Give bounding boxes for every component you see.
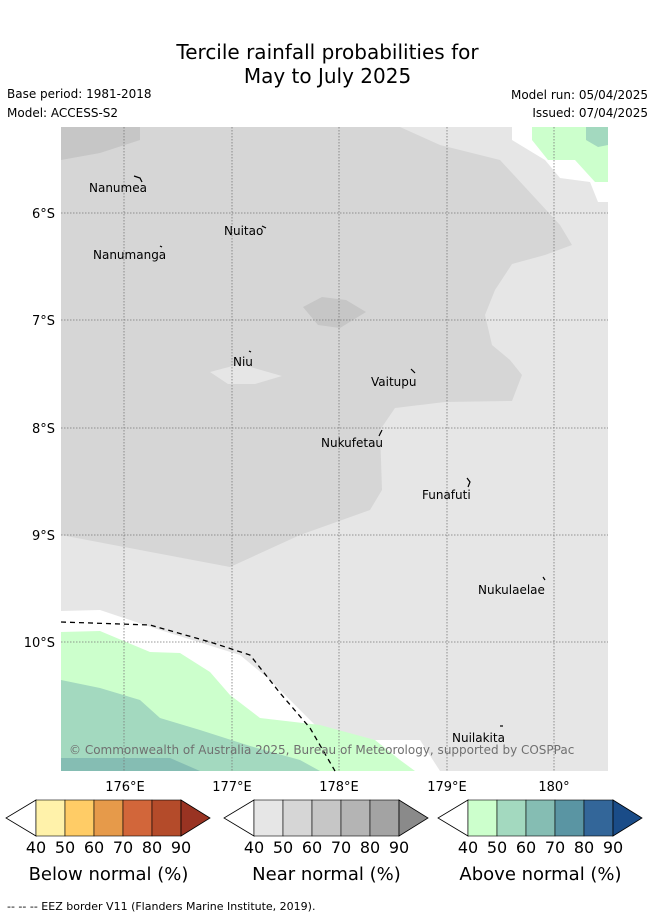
- colorbar-tick-label: 50: [55, 838, 75, 857]
- copyright-notice: © Commonwealth of Australia 2025, Bureau…: [69, 743, 574, 757]
- longitude-labels: 176°E 177°E 178°E 179°E 180°: [105, 780, 569, 795]
- colorbar-tick-label: 40: [26, 838, 46, 857]
- nanumanga-outline: [159, 245, 163, 248]
- vaitupu-outline: [410, 368, 416, 374]
- nuitao-outline: [261, 225, 267, 229]
- colorbar-tick-label: 80: [360, 838, 380, 857]
- colorbar-under-extension: [437, 799, 469, 837]
- island-shapes: [133, 175, 546, 727]
- colorbar-tick-label: 60: [302, 838, 322, 857]
- colorbar-tick-label: 80: [142, 838, 162, 857]
- colorbar-segment: [64, 799, 95, 837]
- colorbar-segment: [340, 799, 371, 837]
- colorbar-tick-label: 70: [331, 838, 351, 857]
- title-line-1: Tercile rainfall probabilities for: [176, 40, 479, 64]
- colorbar-under-extension: [223, 799, 255, 837]
- label-nukulaelae: Nukulaelae: [478, 583, 545, 597]
- niu-outline: [248, 350, 252, 353]
- label-nanumea: Nanumea: [89, 181, 147, 195]
- latitude-labels: 6°S 7°S 8°S 9°S 10°S: [24, 207, 55, 651]
- colorbar-segment: [151, 799, 182, 837]
- nanumea-outline: [133, 175, 143, 183]
- eez-border: [60, 621, 336, 772]
- colorbar-tick-label: 50: [487, 838, 507, 857]
- label-nuilakita: Nuilakita: [452, 731, 505, 745]
- near-normal-60-patch-nw: [61, 127, 140, 160]
- label-nuitao: Nuitao: [224, 224, 263, 238]
- lat-label: 6°S: [32, 207, 55, 222]
- colorbar-tick-label: 70: [545, 838, 565, 857]
- graticule: [61, 127, 608, 771]
- above-normal-60-patch-sw: [61, 758, 200, 771]
- colorbar-segment: [496, 799, 527, 837]
- colorbar-segment: [554, 799, 585, 837]
- lat-label: 8°S: [32, 422, 55, 437]
- map-title: Tercile rainfall probabilities for May t…: [0, 40, 655, 88]
- colorbar-tick-label: 90: [389, 838, 409, 857]
- colorbar-over-extension: [180, 799, 211, 837]
- colorbar-tick-label: 40: [458, 838, 478, 857]
- colorbar-under-extension: [5, 799, 37, 837]
- base-period: Base period: 1981-2018: [7, 87, 152, 101]
- eez-footnote: -- -- -- EEZ border V11 (Flanders Marine…: [7, 900, 316, 913]
- colorbar-segment: [525, 799, 556, 837]
- title-line-2: May to July 2025: [243, 64, 412, 88]
- colorbar-tick-label: 60: [516, 838, 536, 857]
- lon-label: 178°E: [319, 780, 359, 795]
- colorbar-tick-label: 80: [574, 838, 594, 857]
- colorbar-caption: Above normal (%): [459, 864, 621, 885]
- label-nukufetau: Nukufetau: [321, 436, 383, 450]
- nukulaelae-outline: [542, 576, 546, 581]
- colorbar-segment: [282, 799, 313, 837]
- colorbar-segment: [35, 799, 66, 837]
- colorbar-1: 40 50 60 70 80 90 Near normal (%): [223, 799, 429, 885]
- colorbar-tick-label: 90: [603, 838, 623, 857]
- model-run: Model run: 05/04/2025: [510, 88, 648, 102]
- label-niu: Niu: [233, 355, 253, 369]
- colorbar-segment: [93, 799, 124, 837]
- lon-label: 177°E: [212, 780, 252, 795]
- colorbar-over-extension: [612, 799, 643, 837]
- lat-label: 10°S: [24, 636, 55, 651]
- lat-label: 7°S: [32, 314, 55, 329]
- probability-field: [61, 127, 608, 771]
- colorbar-tick-label: 50: [273, 838, 293, 857]
- near-normal-40-patch-niu: [210, 364, 282, 384]
- colorbar-segment: [253, 799, 284, 837]
- colorbar-segment: [369, 799, 400, 837]
- lon-label: 176°E: [105, 780, 145, 795]
- colorbar-legends: 40 50 60 70 80 90 Below normal (%) 40 50 60 70 80 90…: [5, 799, 643, 885]
- above-normal-50-patch-ne: [586, 127, 608, 147]
- colorbar-tick-label: 40: [244, 838, 264, 857]
- lon-label: 179°E: [427, 780, 467, 795]
- colorbar-2: 40 50 60 70 80 90 Above normal (%): [437, 799, 643, 885]
- colorbar-caption: Below normal (%): [29, 864, 189, 885]
- above-normal-50-region-sw: [61, 680, 320, 771]
- issued-date: Issued: 07/04/2025: [532, 106, 648, 120]
- colorbar-segment: [311, 799, 342, 837]
- island-labels: Nanumea Nuitao Nanumanga Niu Vaitupu Nuk…: [89, 181, 545, 745]
- colorbar-segment: [122, 799, 153, 837]
- lat-label: 9°S: [32, 529, 55, 544]
- nukufetau-outline: [378, 429, 383, 437]
- colorbar-caption: Near normal (%): [252, 864, 401, 885]
- label-vaitupu: Vaitupu: [371, 375, 417, 389]
- colorbar-tick-label: 90: [171, 838, 191, 857]
- colorbar-tick-label: 70: [113, 838, 133, 857]
- near-normal-50-region: [61, 127, 572, 567]
- colorbar-over-extension: [398, 799, 429, 837]
- funafuti-outline: [466, 477, 471, 488]
- lon-label: 180°: [538, 780, 569, 795]
- colorbar-segment: [583, 799, 614, 837]
- label-funafuti: Funafuti: [422, 488, 471, 502]
- label-nanumanga: Nanumanga: [93, 248, 166, 262]
- model-name: Model: ACCESS-S2: [7, 106, 119, 120]
- colorbar-segment: [467, 799, 498, 837]
- colorbar-tick-label: 60: [84, 838, 104, 857]
- colorbar-0: 40 50 60 70 80 90 Below normal (%): [5, 799, 211, 885]
